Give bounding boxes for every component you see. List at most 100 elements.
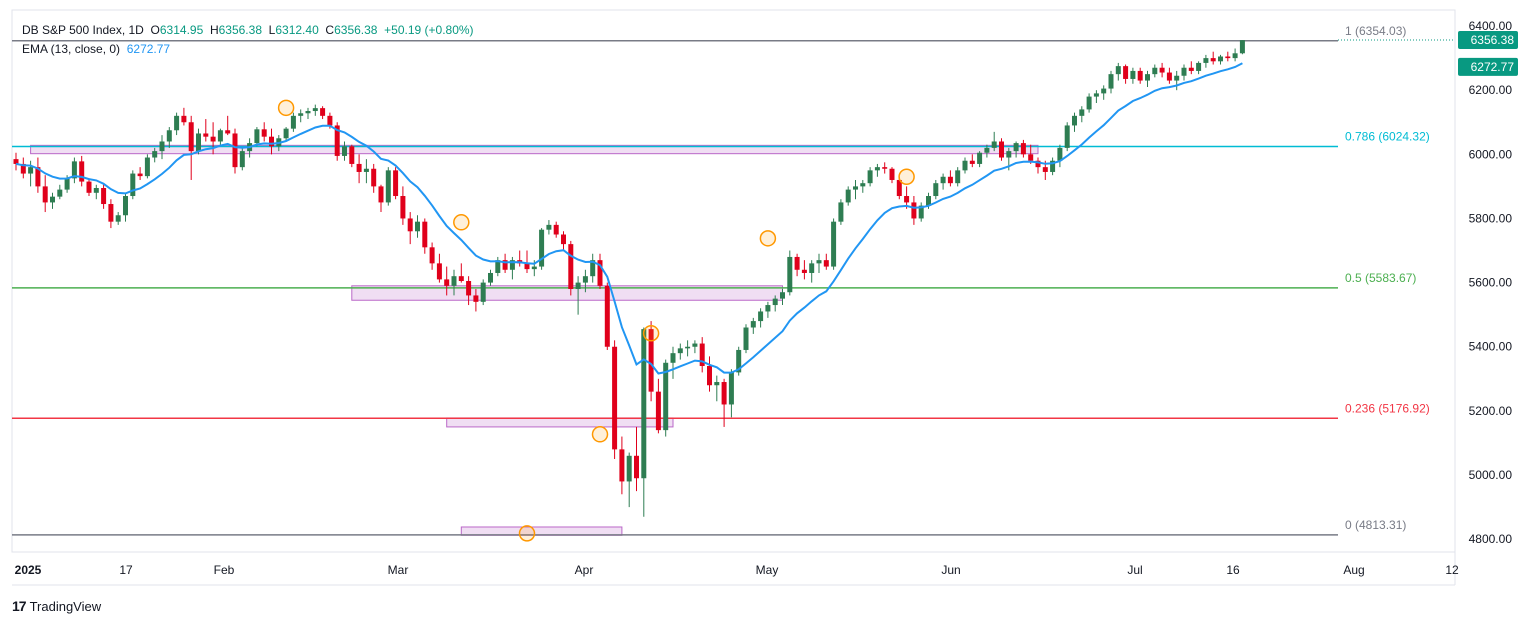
candle[interactable] — [977, 151, 983, 168]
candle[interactable] — [794, 253, 800, 277]
candle[interactable] — [874, 163, 880, 177]
candle[interactable] — [1057, 144, 1063, 168]
candle[interactable] — [334, 122, 340, 161]
candle[interactable] — [787, 250, 793, 296]
symbol-title[interactable]: DB S&P 500 Index, 1D — [22, 23, 144, 37]
candle[interactable] — [415, 215, 420, 238]
candle[interactable] — [823, 253, 829, 270]
candle[interactable] — [692, 340, 698, 354]
candle[interactable] — [699, 337, 705, 373]
candle[interactable] — [86, 178, 92, 197]
candle[interactable] — [101, 183, 107, 209]
candle[interactable] — [123, 192, 128, 222]
time-axis[interactable]: 2025 17 Feb Mar Apr May Jun Jul 16 Aug 12 — [15, 563, 1459, 577]
candle[interactable] — [283, 127, 289, 142]
candle[interactable] — [342, 141, 347, 161]
candle[interactable] — [385, 167, 391, 206]
candle[interactable] — [553, 221, 559, 238]
candle[interactable] — [393, 167, 399, 200]
candle[interactable] — [57, 184, 63, 200]
candle[interactable] — [626, 452, 632, 508]
candle[interactable] — [1093, 90, 1099, 104]
candle[interactable] — [1152, 64, 1158, 78]
candle[interactable] — [889, 167, 895, 184]
candle[interactable] — [597, 253, 603, 290]
candle[interactable] — [568, 240, 574, 296]
candle[interactable] — [35, 157, 41, 193]
candle[interactable] — [1050, 157, 1056, 176]
candle[interactable] — [1196, 61, 1202, 75]
candle[interactable] — [947, 170, 953, 187]
candle[interactable] — [1239, 40, 1245, 55]
candle[interactable] — [940, 173, 946, 190]
candle[interactable] — [71, 157, 77, 184]
candle[interactable] — [363, 159, 369, 184]
candle[interactable] — [1123, 64, 1129, 84]
candle[interactable] — [196, 128, 201, 155]
candle[interactable] — [772, 295, 778, 312]
candle[interactable] — [641, 327, 647, 517]
candle[interactable] — [436, 253, 442, 283]
candle[interactable] — [1166, 67, 1172, 84]
candle[interactable] — [261, 122, 267, 142]
candle[interactable] — [750, 317, 756, 334]
candle[interactable] — [918, 202, 924, 222]
candle[interactable] — [225, 115, 231, 136]
candle[interactable] — [1020, 139, 1026, 158]
candle[interactable] — [612, 340, 618, 459]
candle[interactable] — [655, 378, 661, 434]
candle[interactable] — [458, 263, 464, 283]
candle[interactable] — [634, 426, 639, 492]
candle[interactable] — [546, 220, 552, 235]
candle[interactable] — [670, 346, 676, 379]
candle[interactable] — [480, 279, 486, 306]
candle[interactable] — [743, 324, 749, 354]
candle[interactable] — [517, 250, 523, 267]
candle[interactable] — [1101, 85, 1107, 100]
candle[interactable] — [1013, 141, 1019, 158]
candle[interactable] — [758, 308, 764, 328]
candle[interactable] — [991, 131, 997, 152]
candle[interactable] — [736, 346, 742, 376]
candle[interactable] — [845, 186, 851, 206]
candle[interactable] — [290, 112, 296, 132]
candle[interactable] — [422, 218, 428, 254]
candle[interactable] — [1035, 157, 1041, 174]
candle[interactable] — [539, 228, 545, 270]
candle[interactable] — [349, 144, 355, 168]
candle[interactable] — [590, 253, 596, 283]
candle[interactable] — [108, 199, 114, 229]
candle[interactable] — [166, 127, 172, 148]
candle[interactable] — [816, 253, 822, 273]
candle[interactable] — [451, 269, 457, 296]
candle[interactable] — [1145, 70, 1150, 87]
candle[interactable] — [1225, 51, 1231, 62]
candle[interactable] — [144, 154, 150, 179]
candle[interactable] — [809, 260, 815, 283]
candle[interactable] — [488, 269, 493, 286]
candle[interactable] — [575, 276, 581, 315]
candle[interactable] — [911, 196, 917, 225]
candle[interactable] — [239, 147, 245, 171]
ema-legend[interactable]: EMA (13, close, 0) 6272.77 — [22, 42, 170, 56]
candle[interactable] — [648, 321, 654, 402]
candle[interactable] — [137, 167, 143, 180]
candle[interactable] — [159, 135, 165, 160]
candle[interactable] — [933, 179, 939, 200]
candle[interactable] — [1210, 51, 1216, 65]
candle[interactable] — [312, 104, 318, 116]
candle[interactable] — [181, 107, 187, 126]
candle[interactable] — [728, 369, 734, 418]
candle[interactable] — [188, 115, 194, 180]
candle[interactable] — [582, 269, 588, 293]
candle[interactable] — [93, 184, 99, 200]
candle[interactable] — [217, 128, 223, 145]
candle[interactable] — [42, 175, 48, 213]
candle[interactable] — [1072, 112, 1077, 132]
candle[interactable] — [984, 144, 990, 158]
candle[interactable] — [254, 127, 260, 147]
candle[interactable] — [320, 106, 326, 120]
candle[interactable] — [371, 163, 377, 193]
candle[interactable] — [305, 107, 311, 120]
candle[interactable] — [860, 179, 866, 193]
